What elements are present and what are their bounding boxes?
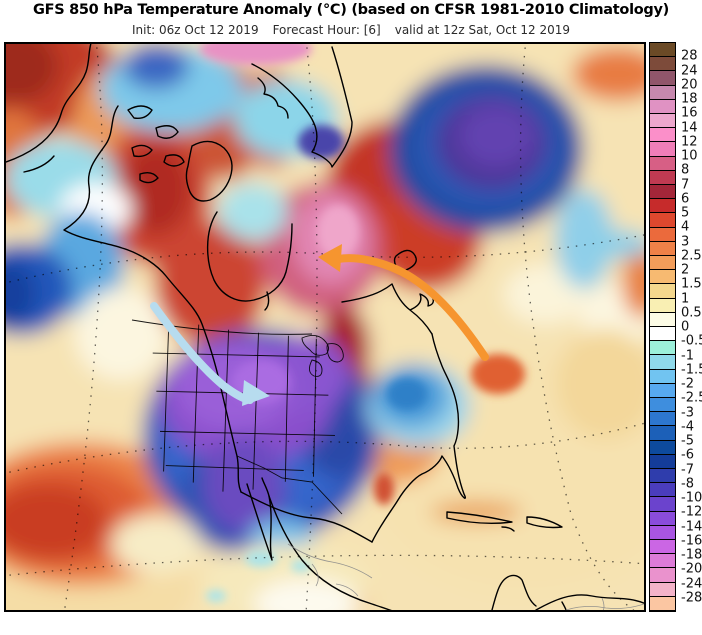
colorbar-tick-label: -20: [681, 561, 702, 577]
colorbar-cell: [650, 582, 675, 597]
graticule: [6, 44, 644, 610]
forecast-hour: Forecast Hour: [6]: [272, 23, 381, 37]
colorbar-tick-label: -0.5: [681, 333, 702, 349]
colorbar-cell: [650, 185, 675, 200]
colorbar-tick-label: -2: [681, 376, 694, 392]
cold-advection-arrow: [150, 302, 270, 406]
colorbar-tick-label: -2.5: [681, 390, 702, 406]
init-info: Init: 06z Oct 12 2019 Forecast Hour: [6] v…: [0, 23, 702, 37]
colorbar-cell: [650, 497, 675, 512]
colorbar-cell: [650, 511, 675, 526]
colorbar-tick-label: -4: [681, 419, 694, 435]
colorbar-cell: [650, 142, 675, 157]
colorbar-cell: [650, 85, 675, 100]
colorbar-cell: [650, 383, 675, 398]
colorbar-tick-label: -1: [681, 348, 694, 363]
colorbar-cell: [650, 412, 675, 427]
colorbar-cell: [650, 43, 675, 58]
colorbar-tick-label: -3: [681, 405, 694, 420]
colorbar-tick-label: -1.5: [681, 362, 702, 378]
colorbar-cell: [650, 398, 675, 413]
colorbar-cell: [650, 170, 675, 185]
temperature-anomaly-field: [6, 44, 644, 610]
colorbar-cell: [650, 596, 675, 611]
anomaly-field-accents: [200, 44, 525, 602]
colorbar-cell: [650, 199, 675, 214]
colorbar-cell: [650, 540, 675, 555]
colorbar-tick-label: 6: [681, 191, 690, 207]
colorbar-tick-label: 24: [681, 63, 698, 78]
colorbar-cell: [650, 426, 675, 441]
colorbar-tick-label: 3: [681, 234, 690, 249]
colorbar-tick-label: 18: [681, 91, 698, 107]
colorbar-tick-label: 5: [681, 205, 690, 221]
colorbar-tick-label: 0.5: [681, 305, 702, 321]
colorbar-cell: [650, 57, 675, 72]
colorbar-tick-label: 8: [681, 162, 690, 178]
colorbar-tick-label: -7: [681, 462, 694, 477]
colorbar-cell: [650, 454, 675, 469]
coastlines: [6, 44, 644, 610]
colorbar-tick-label: -10: [681, 490, 702, 506]
valid-time: valid at 12z Sat, Oct 12 2019: [394, 23, 571, 37]
colorbar-cell: [650, 213, 675, 228]
colorbar-tick-label: -28: [681, 590, 702, 606]
colorbar-cell: [650, 341, 675, 356]
colorbar-cell: [650, 327, 675, 342]
colorbar-tick-label: -24: [681, 576, 702, 591]
annotation-arrows: [150, 244, 489, 406]
colorbar-tick-label: 10: [681, 148, 698, 164]
colorbar-cell: [650, 483, 675, 498]
colorbar-cell: [650, 525, 675, 540]
colorbar-tick-label: 14: [681, 120, 698, 135]
colorbar-tick-label: 2.5: [681, 248, 702, 264]
colorbar-cell: [650, 128, 675, 143]
colorbar-cell: [650, 71, 675, 86]
colorbar-cell: [650, 99, 675, 114]
colorbar-cell: [650, 355, 675, 370]
colorbar-cell: [650, 114, 675, 129]
colorbar-tick-label: -14: [681, 519, 702, 534]
colorbar-tick-label: -6: [681, 447, 694, 463]
colorbar-cell: [650, 156, 675, 171]
colorbar-cell: [650, 284, 675, 299]
colorbar-tick-label: -5: [681, 433, 694, 449]
colorbar-cell: [650, 312, 675, 327]
colorbar-cell: [650, 256, 675, 271]
colorbar: [649, 42, 676, 612]
page-title: GFS 850 hPa Temperature Anomaly (°C) (ba…: [33, 2, 669, 18]
colorbar-cell: [650, 554, 675, 569]
colorbar-cell: [650, 241, 675, 256]
colorbar-tick-label: 1.5: [681, 276, 702, 292]
init-time: Init: 06z Oct 12 2019: [131, 23, 259, 37]
colorbar-tick-label: 20: [681, 77, 698, 93]
colorbar-tick-label: -18: [681, 547, 702, 563]
colorbar-tick-label: -16: [681, 533, 702, 549]
colorbar-cell: [650, 568, 675, 583]
colorbar-cell: [650, 227, 675, 242]
colorbar-tick-label: 0: [681, 319, 690, 335]
colorbar-tick-label: -12: [681, 504, 702, 520]
colorbar-cell: [650, 298, 675, 313]
colorbar-tick-label: 28: [681, 48, 698, 64]
colorbar-tick-label: 2: [681, 262, 690, 278]
colorbar-tick-label: 1: [681, 291, 690, 306]
colorbar-tick-label: 4: [681, 219, 690, 235]
warm-advection-arrow: [318, 244, 489, 361]
colorbar-cell: [650, 369, 675, 384]
colorbar-tick-label: 7: [681, 177, 690, 192]
colorbar-tick-label: 12: [681, 134, 698, 150]
map-canvas: [4, 42, 646, 612]
colorbar-cell: [650, 440, 675, 455]
colorbar-cell: [650, 270, 675, 285]
colorbar-tick-label: -8: [681, 476, 694, 492]
colorbar-tick-label: 16: [681, 105, 698, 121]
colorbar-cell: [650, 469, 675, 484]
